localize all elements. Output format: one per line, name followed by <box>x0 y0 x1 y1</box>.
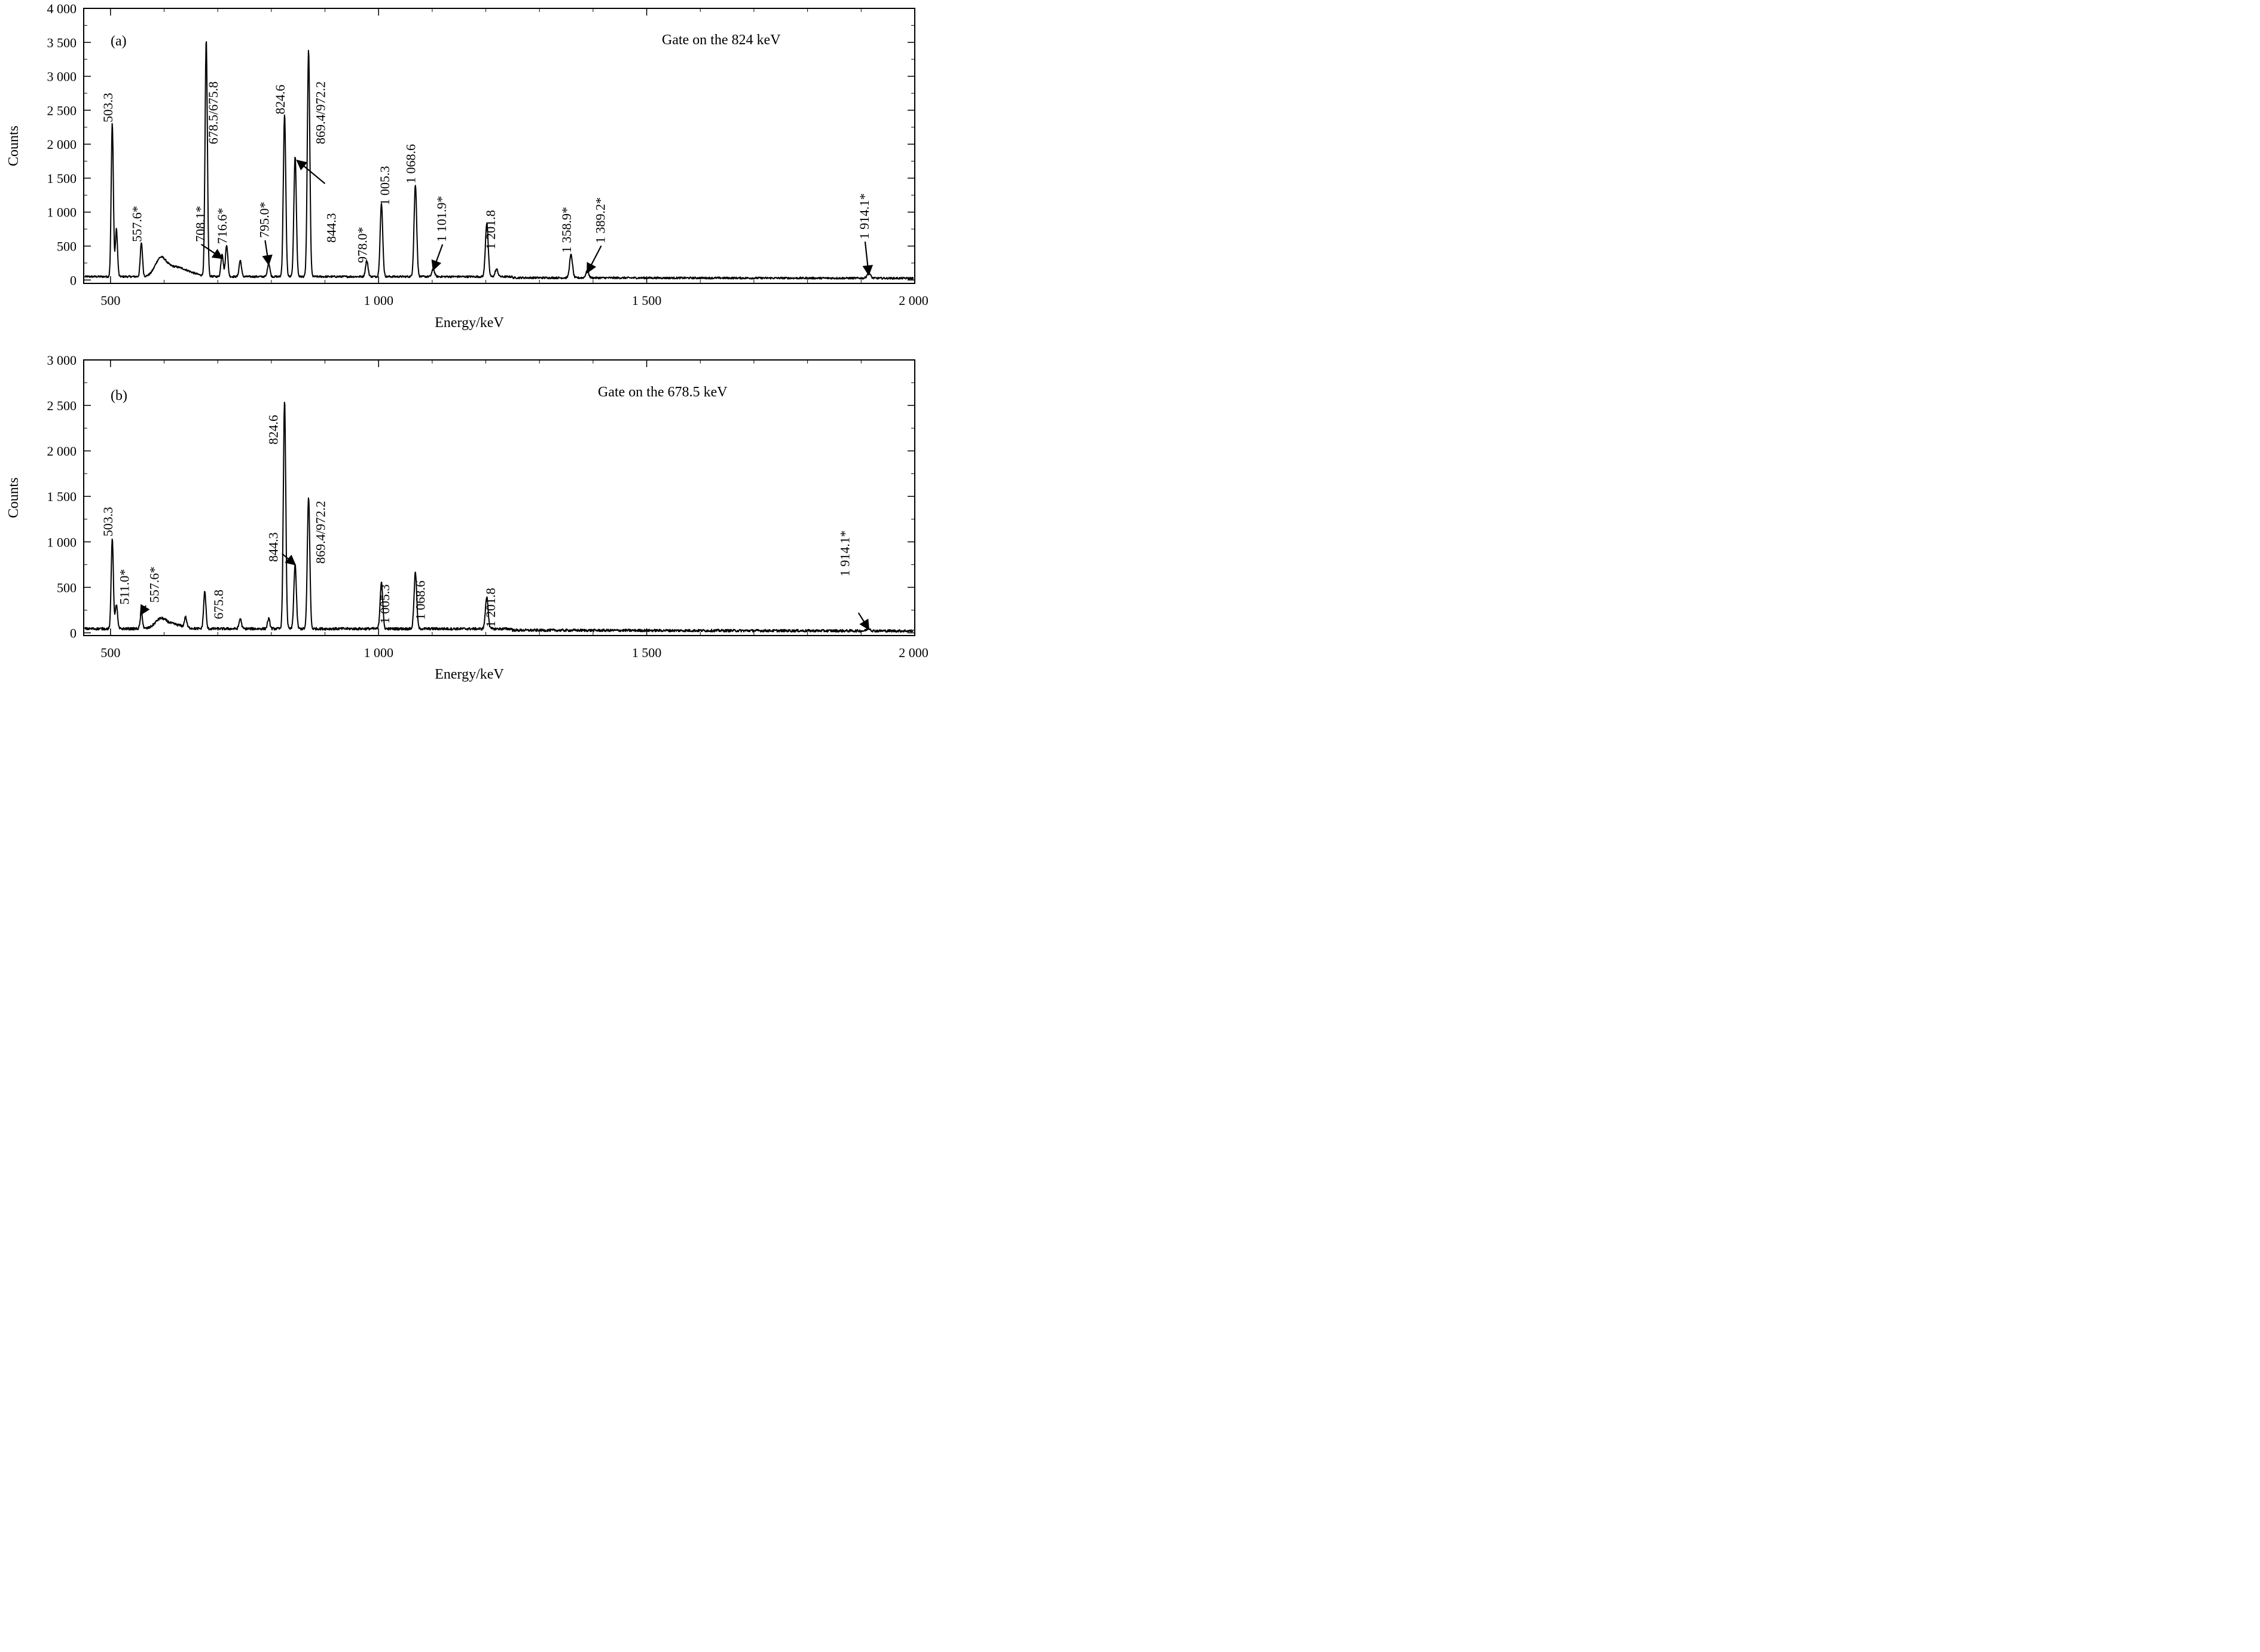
peak-arrow <box>201 243 224 259</box>
peak-label: 1 201.8 <box>483 588 498 627</box>
peak-label: 1 068.6 <box>404 144 419 184</box>
gamma-spectra-figure: 500 1 000 1 500 2 000 0 500 1 000 1 500 2 000 2 5… <box>6 1 929 682</box>
x-tick-label: 500 <box>100 645 120 660</box>
y-tick-label: 1 000 <box>47 205 77 220</box>
y-tick-label: 2 000 <box>47 444 77 459</box>
x-tick-label: 2 000 <box>899 293 929 308</box>
y-tick-label: 500 <box>57 239 77 254</box>
gate-label: Gate on the 678.5 keV <box>598 384 728 400</box>
y-tick-label: 2 500 <box>47 398 77 413</box>
x-axis-label: Energy/keV <box>435 315 504 331</box>
y-axis-label: Counts <box>6 477 22 518</box>
peak-label: 1 005.3 <box>377 166 392 205</box>
plot-frame <box>83 359 915 636</box>
peak-arrow <box>862 242 874 276</box>
peak-label: 1 201.8 <box>483 210 498 249</box>
peak-label: 511.0* <box>117 569 132 605</box>
y-tick-label: 1 000 <box>47 535 77 549</box>
panel-label: (b) <box>111 388 127 404</box>
peak-arrow <box>139 604 150 616</box>
peak-label: 557.6* <box>147 567 162 603</box>
y-tick-label: 0 <box>70 625 77 640</box>
peak-label: 869.4/972.2 <box>313 501 328 564</box>
y-axis-label: Counts <box>6 126 22 166</box>
y-tick-label: 0 <box>70 273 77 288</box>
peak-label: 716.6* <box>215 208 230 245</box>
y-tick-label: 3 000 <box>47 69 77 84</box>
peak-arrow <box>262 240 273 266</box>
x-tick-label: 1 500 <box>632 293 662 308</box>
y-tick-label: 1 500 <box>47 489 77 504</box>
peak-label: 675.8 <box>211 590 226 619</box>
y-tick-label: 3 000 <box>47 353 77 368</box>
peak-label: 503.3 <box>100 507 115 537</box>
plot-frame <box>83 8 915 284</box>
y-tick-label: 2 000 <box>47 137 77 152</box>
peak-label: 795.0* <box>256 201 271 238</box>
x-tick-label: 500 <box>100 293 120 308</box>
peak-label: 978.0* <box>355 227 370 263</box>
peak-label: 678.5/675.8 <box>206 81 221 144</box>
peak-arrow <box>857 612 870 631</box>
peak-label: 844.3 <box>266 532 281 562</box>
peak-arrow <box>587 245 602 274</box>
peak-label: 503.3 <box>100 93 115 123</box>
y-tick-label: 3 500 <box>47 35 77 50</box>
x-axis-label: Energy/keV <box>435 667 504 682</box>
peak-label: 869.4/972.2 <box>313 81 328 144</box>
chart-panel-a: 500 1 000 1 500 2 000 0 500 1 000 1 500 2 000 2 5… <box>6 1 929 331</box>
peak-label: 824.6 <box>266 415 281 445</box>
x-tick-label: 1 500 <box>632 645 662 660</box>
peak-label: 1 005.3 <box>377 584 392 624</box>
x-tick-label: 1 000 <box>364 645 393 660</box>
peak-arrow <box>431 244 444 271</box>
peak-label: 1 101.9* <box>434 196 449 242</box>
peak-label: 844.3 <box>323 213 338 243</box>
gate-label: Gate on the 824 keV <box>662 32 781 48</box>
y-tick-label: 500 <box>57 580 77 595</box>
chart-panel-b: 500 1 000 1 500 2 000 0 500 1 000 1 500 2 000 2 5… <box>6 353 929 682</box>
peak-label: 557.6* <box>130 206 145 242</box>
y-tick-label: 2 500 <box>47 103 77 118</box>
peak-label: 824.6 <box>273 85 288 115</box>
x-tick-label: 1 000 <box>364 293 393 308</box>
peak-label: 1 914.1* <box>838 530 853 576</box>
peak-label: 1 068.6 <box>413 581 427 620</box>
x-tick-label: 2 000 <box>899 645 929 660</box>
peak-label: 708.1* <box>193 206 208 242</box>
spectrum-line <box>84 401 914 633</box>
y-tick-label: 4 000 <box>47 1 77 16</box>
peak-arrow <box>282 553 297 566</box>
panel-label: (a) <box>111 33 127 49</box>
peak-label: 1 389.2* <box>593 197 608 243</box>
peak-label: 1 358.9* <box>559 207 574 253</box>
spectrum-line <box>84 41 914 280</box>
y-tick-label: 1 500 <box>47 171 77 186</box>
peak-arrow <box>296 160 326 184</box>
peak-label: 1 914.1* <box>857 193 872 239</box>
